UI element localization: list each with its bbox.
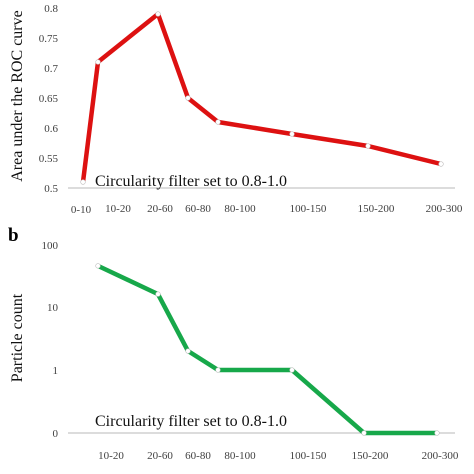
chart-b-series: [95, 263, 440, 436]
chart-a-x-tick-label: 150-200: [358, 203, 395, 215]
chart-b-x-tick-label: 60-80: [185, 450, 211, 462]
chart-b-annotation: Circularity filter set to 0.8-1.0: [95, 413, 287, 430]
chart-a-x-tick-label: 0-10: [71, 204, 92, 216]
chart-b-x-tick-label: 200-300: [422, 450, 459, 462]
chart-b-data-point: [95, 263, 101, 269]
chart-b-x-tick-label: 10-20: [98, 450, 124, 462]
chart-a-annotation: Circularity filter set to 0.8-1.0: [95, 173, 287, 190]
chart-b-data-point: [361, 430, 367, 436]
chart-a-data-point: [95, 59, 101, 65]
chart-a-data-point: [215, 119, 221, 125]
chart-a-y-tick-label: 0.75: [39, 33, 59, 45]
chart-b-data-point: [185, 348, 191, 354]
chart-a-y-tick-label: 0.65: [39, 93, 59, 105]
chart-a-x-tick-label: 60-80: [185, 203, 211, 215]
chart-a-x-ticks: 0-10 10-20 20-60 60-80 80-100 100-150 150-200 2…: [71, 203, 463, 216]
panel-b-label: b: [8, 225, 19, 246]
chart-a-series: [80, 11, 444, 185]
chart-b-data-point: [289, 367, 295, 373]
chart-b-x-tick-label: 100-150: [290, 450, 327, 462]
chart-a-y-tick-label: 0.55: [39, 153, 59, 165]
chart-b-data-point: [215, 367, 221, 373]
chart-b-series-line: [95, 263, 440, 436]
chart-b-y-tick-label: 100: [42, 240, 59, 252]
chart-b-x-tick-label: 80-100: [224, 450, 256, 462]
chart-b-y-tick-label: 0: [53, 428, 59, 440]
chart-a-series-line: [80, 11, 444, 185]
chart-a-x-tick-label: 10-20: [105, 203, 131, 215]
chart-b-x-tick-label: 20-60: [147, 450, 173, 462]
chart-a-x-tick-label: 100-150: [290, 203, 327, 215]
chart-b-x-ticks: 10-20 20-60 60-80 80-100 100-150 150-200 200-3…: [98, 450, 459, 462]
chart-b-data-point: [155, 291, 161, 297]
chart-a-y-tick-label: 0.5: [44, 183, 58, 195]
chart-a-x-tick-label: 80-100: [224, 203, 256, 215]
chart-a-x-tick-label: 200-300: [426, 203, 463, 215]
chart-b-y-tick-label: 10: [47, 302, 59, 314]
chart-b-x-tick-label: 150-200: [352, 450, 389, 462]
chart-a-data-point: [289, 131, 295, 137]
chart-a-data-point: [365, 143, 371, 149]
chart-b-y-axis-label: Particle count: [9, 293, 26, 382]
chart-a-y-tick-label: 0.7: [44, 63, 58, 75]
chart-a-data-point: [438, 161, 444, 167]
chart-a-data-point: [80, 179, 86, 185]
chart-a-data-point: [155, 11, 161, 17]
chart-a-y-tick-label: 0.6: [44, 123, 58, 135]
chart-b-y-tick-label: 1: [53, 365, 59, 377]
chart-a-y-tick-label: 0.8: [44, 3, 58, 15]
chart-a-x-tick-label: 20-60: [147, 203, 173, 215]
chart-a: Area under the ROC curve 0.50.550.60.650…: [9, 3, 463, 216]
chart-b-data-point: [434, 430, 440, 436]
chart-a-y-axis-label: Area under the ROC curve: [9, 10, 26, 182]
chart-a-y-ticks: 0.5 0.55 0.6 0.65 0.7 0.75 0.8: [39, 3, 59, 195]
chart-a-data-point: [185, 95, 191, 101]
